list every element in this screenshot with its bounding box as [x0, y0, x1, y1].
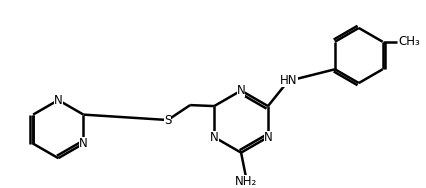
Text: N: N	[54, 94, 63, 107]
Text: HN: HN	[280, 74, 298, 86]
Text: N: N	[210, 131, 219, 144]
Text: N: N	[79, 137, 88, 150]
Text: N: N	[237, 84, 245, 97]
Text: S: S	[164, 114, 171, 127]
Text: CH₃: CH₃	[399, 35, 420, 48]
Text: N: N	[264, 131, 272, 144]
Text: NH₂: NH₂	[235, 175, 257, 188]
